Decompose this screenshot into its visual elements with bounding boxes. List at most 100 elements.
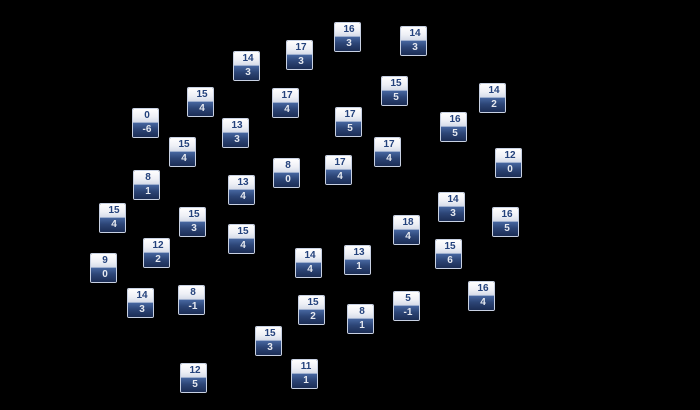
unit-box[interactable]: 15 4 [99, 203, 126, 233]
unit-top-value: 14 [480, 84, 505, 97]
unit-bottom-value: 0 [496, 162, 521, 177]
unit-top-value: 15 [180, 208, 205, 221]
unit-bottom-value: 4 [229, 189, 254, 204]
unit-top-value: 17 [326, 156, 351, 169]
unit-box[interactable]: 14 3 [233, 51, 260, 81]
unit-bottom-value: 5 [382, 90, 407, 105]
unit-box[interactable]: 14 3 [400, 26, 427, 56]
unit-box[interactable]: 13 1 [344, 245, 371, 275]
unit-box[interactable]: 15 3 [255, 326, 282, 356]
unit-box[interactable]: 0 -6 [132, 108, 159, 138]
unit-bottom-value: 3 [401, 40, 426, 55]
unit-top-value: 12 [496, 149, 521, 162]
unit-top-value: 15 [436, 240, 461, 253]
unit-box[interactable]: 15 4 [228, 224, 255, 254]
unit-box[interactable]: 12 5 [180, 363, 207, 393]
unit-bottom-value: 4 [170, 151, 195, 166]
unit-top-value: 8 [348, 305, 373, 318]
unit-top-value: 16 [335, 23, 360, 36]
unit-box[interactable]: 14 3 [438, 192, 465, 222]
unit-box[interactable]: 18 4 [393, 215, 420, 245]
unit-top-value: 17 [375, 138, 400, 151]
unit-bottom-value: 3 [335, 36, 360, 51]
unit-box[interactable]: 12 2 [143, 238, 170, 268]
unit-top-value: 13 [345, 246, 370, 259]
unit-box[interactable]: 8 -1 [178, 285, 205, 315]
unit-top-value: 8 [274, 159, 299, 172]
unit-box[interactable]: 15 4 [169, 137, 196, 167]
unit-top-value: 12 [144, 239, 169, 252]
unit-top-value: 12 [181, 364, 206, 377]
unit-bottom-value: 4 [100, 217, 125, 232]
unit-bottom-value: 4 [273, 102, 298, 117]
unit-box[interactable]: 16 5 [440, 112, 467, 142]
unit-box[interactable]: 14 4 [295, 248, 322, 278]
unit-box[interactable]: 15 6 [435, 239, 462, 269]
unit-box[interactable]: 13 3 [222, 118, 249, 148]
unit-bottom-value: 1 [292, 373, 317, 388]
unit-top-value: 15 [170, 138, 195, 151]
unit-top-value: 14 [439, 193, 464, 206]
unit-top-value: 15 [256, 327, 281, 340]
unit-bottom-value: 5 [181, 377, 206, 392]
unit-box[interactable]: 15 3 [179, 207, 206, 237]
unit-top-value: 15 [229, 225, 254, 238]
unit-top-value: 8 [134, 171, 159, 184]
unit-bottom-value: 3 [223, 132, 248, 147]
unit-box[interactable]: 17 4 [272, 88, 299, 118]
unit-box[interactable]: 17 3 [286, 40, 313, 70]
unit-top-value: 13 [229, 176, 254, 189]
unit-box[interactable]: 16 3 [334, 22, 361, 52]
unit-box[interactable]: 17 4 [374, 137, 401, 167]
unit-box[interactable]: 15 2 [298, 295, 325, 325]
unit-box[interactable]: 16 4 [468, 281, 495, 311]
unit-top-value: 17 [287, 41, 312, 54]
unit-box[interactable]: 15 5 [381, 76, 408, 106]
unit-top-value: 5 [394, 292, 419, 305]
unit-bottom-value: 1 [345, 259, 370, 274]
unit-box[interactable]: 17 5 [335, 107, 362, 137]
unit-box[interactable]: 15 4 [187, 87, 214, 117]
unit-top-value: 14 [128, 289, 153, 302]
unit-box[interactable]: 14 3 [127, 288, 154, 318]
unit-bottom-value: 3 [287, 54, 312, 69]
unit-top-value: 13 [223, 119, 248, 132]
unit-bottom-value: 2 [480, 97, 505, 112]
unit-top-value: 15 [100, 204, 125, 217]
unit-bottom-value: 4 [188, 101, 213, 116]
unit-bottom-value: 3 [234, 65, 259, 80]
unit-bottom-value: 5 [493, 221, 518, 236]
unit-top-value: 14 [401, 27, 426, 40]
unit-bottom-value: 4 [296, 262, 321, 277]
unit-box[interactable]: 12 0 [495, 148, 522, 178]
unit-bottom-value: 4 [229, 238, 254, 253]
unit-bottom-value: 4 [394, 229, 419, 244]
unit-top-value: 17 [336, 108, 361, 121]
unit-top-value: 16 [441, 113, 466, 126]
unit-bottom-value: 6 [436, 253, 461, 268]
unit-top-value: 14 [296, 249, 321, 262]
unit-box[interactable]: 16 5 [492, 207, 519, 237]
unit-top-value: 17 [273, 89, 298, 102]
unit-bottom-value: 3 [439, 206, 464, 221]
unit-bottom-value: 3 [180, 221, 205, 236]
unit-box[interactable]: 11 1 [291, 359, 318, 389]
unit-box[interactable]: 17 4 [325, 155, 352, 185]
unit-box[interactable]: 14 2 [479, 83, 506, 113]
unit-top-value: 9 [91, 254, 116, 267]
unit-bottom-value: 1 [348, 318, 373, 333]
unit-bottom-value: 0 [274, 172, 299, 187]
unit-box[interactable]: 5 -1 [393, 291, 420, 321]
unit-bottom-value: 4 [375, 151, 400, 166]
unit-bottom-value: 4 [326, 169, 351, 184]
unit-top-value: 18 [394, 216, 419, 229]
unit-box[interactable]: 13 4 [228, 175, 255, 205]
unit-bottom-value: 2 [144, 252, 169, 267]
unit-top-value: 8 [179, 286, 204, 299]
unit-bottom-value: -6 [133, 122, 158, 137]
